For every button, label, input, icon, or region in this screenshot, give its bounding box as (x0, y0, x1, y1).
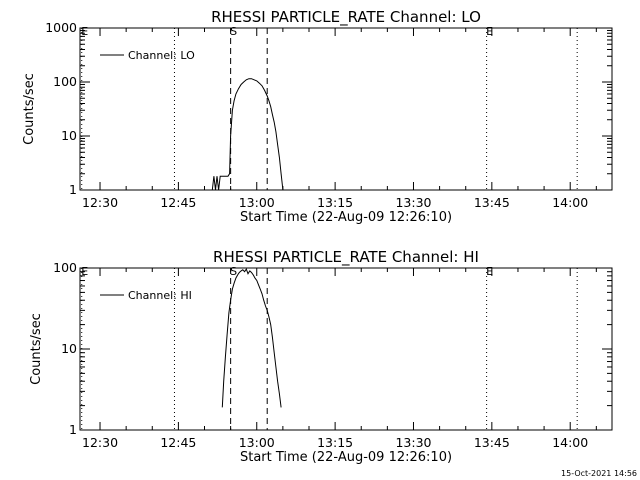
chart-title: RHESSI PARTICLE_RATE Channel: HI (213, 248, 479, 267)
timestamp: 15-Oct-2021 14:56 (561, 469, 637, 478)
x-tick-label: 13:15 (317, 195, 353, 210)
data-series-line (221, 267, 282, 408)
chart-title: RHESSI PARTICLE_RATE Channel: LO (211, 8, 481, 27)
event-marker-label: E (486, 25, 493, 38)
x-tick-label: 13:00 (239, 435, 275, 450)
chart-panel-hi: RHESSI PARTICLE_RATE Channel: HI 1 10 100 12… (29, 248, 613, 465)
y-tick-label: 10 (61, 128, 77, 143)
x-tick-label: 12:45 (160, 435, 196, 450)
chart-panel-lo: RHESSI PARTICLE_RATE Channel: LO 1 10 100 10… (22, 8, 613, 225)
event-marker-label: E (486, 265, 493, 278)
event-marker-label: E (81, 25, 88, 38)
y-axis-label: Counts/sec (22, 73, 37, 145)
y-tick-label: 1 (69, 422, 77, 437)
x-tick-label: 13:30 (395, 435, 431, 450)
plot-frame (79, 27, 613, 191)
y-tick-label: 1000 (45, 20, 77, 35)
x-tick-label: 12:30 (82, 195, 118, 210)
y-tick-label: 10 (61, 341, 77, 356)
data-series-line (211, 78, 284, 191)
event-marker-label: S (230, 25, 237, 38)
x-tick-label: 14:00 (552, 435, 588, 450)
x-tick-label: 13:00 (239, 195, 275, 210)
legend-entry: Channel: LO (128, 49, 195, 62)
x-tick-label: 14:00 (552, 195, 588, 210)
y-tick-label: 100 (53, 74, 77, 89)
legend-entry: Channel: HI (128, 289, 192, 302)
y-tick-label: 1 (69, 182, 77, 197)
event-marker-label: S (230, 265, 237, 278)
x-axis-label: Start Time (22-Aug-09 12:26:10) (240, 210, 452, 225)
y-tick-label: 100 (53, 260, 77, 275)
x-tick-label: 12:30 (82, 435, 118, 450)
event-marker-label: E (81, 265, 88, 278)
x-tick-label: 13:45 (474, 195, 510, 210)
x-tick-label: 13:15 (317, 435, 353, 450)
x-tick-label: 12:45 (160, 195, 196, 210)
x-tick-label: 13:45 (474, 435, 510, 450)
x-tick-label: 13:30 (395, 195, 431, 210)
y-axis-label: Counts/sec (29, 313, 44, 385)
x-axis-label: Start Time (22-Aug-09 12:26:10) (240, 450, 452, 465)
